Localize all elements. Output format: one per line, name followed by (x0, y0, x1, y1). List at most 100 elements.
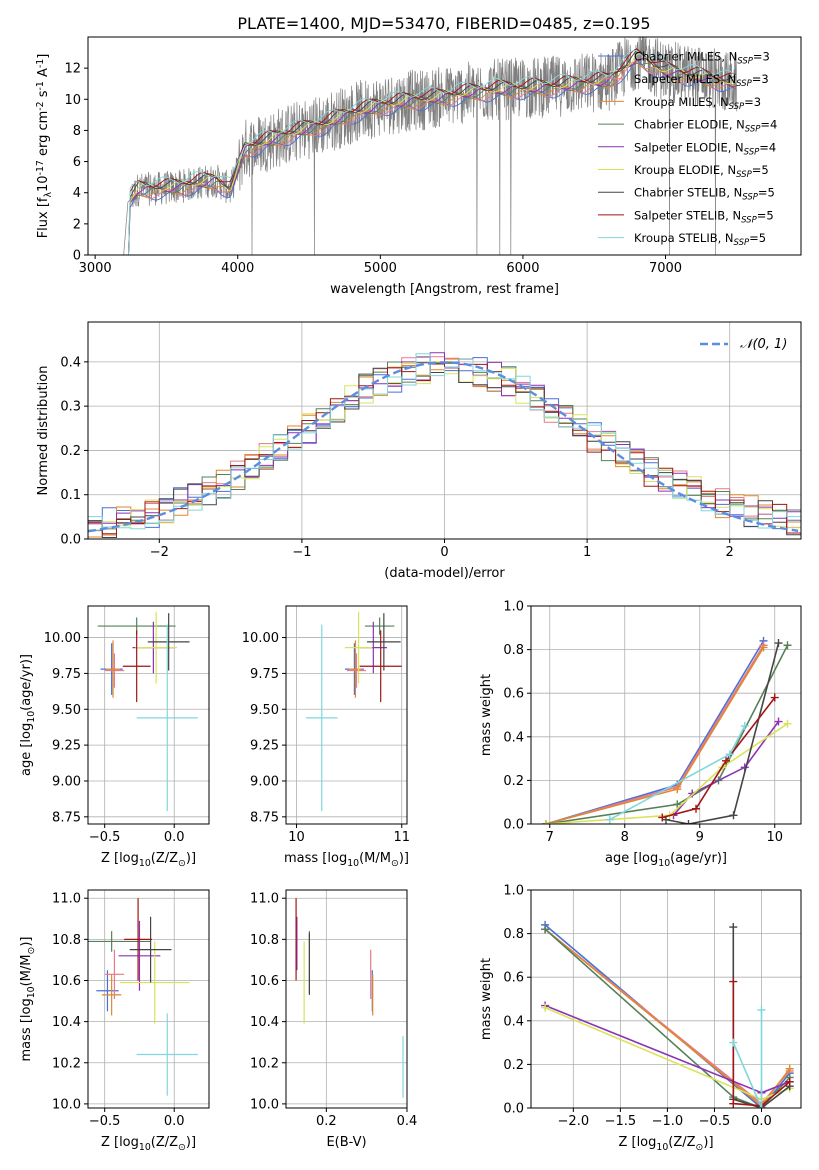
y-tick-label: 0.4 (60, 355, 81, 370)
normal-reference-curve (88, 361, 799, 533)
residual_hist-panel: −2 −1 0 1 2 0.0 0.1 0.2 0.3 0.4 (data-model)/error… (36, 321, 802, 581)
x-axis-label: mass [log10(M/M⊙)] (284, 851, 409, 869)
error-bar-point (359, 630, 402, 703)
weight-marker (770, 693, 779, 702)
x-axis-label: Z [log10(Z/Z⊙)] (618, 1135, 713, 1153)
age_vs_Z-panel: −0.5 0.0 8.75 9.00 9.25 9.50 9.75 10.00 Z [log10… (19, 605, 210, 869)
weight-line-3 (545, 646, 765, 824)
legend-label: Kroupa ELODIE, NSSP=5 (634, 163, 769, 180)
weight-marker (783, 641, 792, 650)
weight_vs_age-frame (530, 605, 802, 825)
model-spectrum-5 (125, 57, 737, 255)
x-axis-label: age [log10(age/yr)] (605, 851, 727, 869)
weight-marker (729, 977, 738, 986)
weight-marker (722, 756, 730, 765)
weight-marker (729, 1099, 738, 1108)
x-tick-label: 8 (621, 830, 629, 845)
y-tick-label: 10.4 (250, 1015, 279, 1030)
weight-marker (673, 800, 682, 809)
x-tick-label: 3000 (79, 261, 112, 276)
x-tick-label: 0.0 (751, 1114, 772, 1129)
weight-marker (658, 813, 667, 822)
weight-marker (729, 1038, 738, 1047)
error-bar-point (135, 611, 178, 684)
y-axis-label: mass weight (479, 958, 494, 1040)
legend-label: Chabrier MILES, NSSP=3 (634, 50, 770, 67)
weight-marker (541, 925, 550, 934)
y-tick-label: 10.00 (44, 631, 81, 646)
weight-line-2 (545, 644, 765, 824)
x-tick-label: 7 (546, 830, 554, 845)
weight-line-7 (665, 642, 780, 824)
error-bar-point (118, 920, 161, 991)
residual_hist-plot-area (88, 352, 801, 538)
legend-label: Salpeter MILES, NSSP=3 (634, 72, 769, 89)
weight-marker (783, 719, 792, 728)
y-tick-label: 10.2 (250, 1056, 279, 1071)
y-tick-label: 0.6 (503, 687, 524, 702)
error-bar-point (364, 617, 395, 635)
x-tick-label: −1 (292, 545, 311, 560)
weight-marker (729, 811, 738, 820)
histogram-legend: 𝒩(0, 1) (700, 337, 787, 352)
x-tick-label: −0.5 (699, 1114, 731, 1129)
legend-label: Chabrier STELIB, NSSP=5 (634, 186, 775, 203)
error-bar-point (367, 613, 401, 671)
y-tick-label: 0.2 (60, 444, 81, 459)
y-tick-label: 10.0 (52, 1097, 81, 1112)
observed-spectrum (123, 37, 738, 255)
x-tick-label: −1.5 (605, 1114, 637, 1129)
y-tick-label: 0.4 (503, 730, 524, 745)
legend-label: Kroupa STELIB, NSSP=5 (634, 231, 766, 248)
age_vs_Z-plot-area (97, 611, 198, 812)
x-axis-label: wavelength [Angstrom, rest frame] (330, 282, 559, 297)
y-tick-label: 0.3 (60, 400, 81, 415)
weight-marker (688, 789, 697, 798)
y-tick-label: 0 (73, 249, 81, 264)
y-tick-label: 9.50 (250, 703, 279, 718)
error-bar-point (305, 624, 338, 812)
y-tick-label: 10.6 (250, 974, 279, 989)
weight_vs_age-panel: 7 8 9 10 0.0 0.2 0.4 0.6 0.8 1.0 age [log10(age/yr… (479, 600, 802, 869)
mass_vs_ebv-panel: 0.2 0.4 10.0 10.2 10.4 10.6 10.8 11.0 E(B-V) (250, 889, 417, 1150)
y-axis-label: Flux [fλ10-17 erg cm-2 s-1 A-1] (35, 54, 54, 239)
figure-title: PLATE=1400, MJD=53470, FIBERID=0485, z=0… (237, 14, 650, 33)
error-bar-point (349, 640, 362, 698)
x-tick-label: −2.0 (558, 1114, 590, 1129)
weight-line-6 (545, 723, 788, 824)
weight-marker (740, 721, 749, 730)
y-axis-label: age [log10(age/yr)] (19, 654, 37, 776)
weight-marker (757, 1104, 766, 1108)
y-tick-label: 10 (64, 93, 81, 108)
weight-marker (725, 750, 734, 759)
x-tick-label: 5000 (364, 261, 397, 276)
y-tick-label: 10.00 (242, 631, 279, 646)
error-bar-point (104, 949, 125, 999)
x-tick-label: −0.5 (89, 1114, 121, 1129)
spectrum-panel: 3000 4000 5000 6000 7000 0 2 4 6 8 10 12 wavelength … (35, 36, 802, 297)
legend-label: Salpeter ELODIE, NSSP=4 (634, 140, 776, 157)
weight-marker (774, 717, 783, 726)
x-tick-label: −1.0 (652, 1114, 684, 1129)
x-tick-label: 0.0 (164, 830, 185, 845)
y-tick-label: 2 (73, 217, 81, 232)
mass_vs_Z-plot-area (88, 898, 198, 1096)
x-tick-label: 9 (696, 830, 704, 845)
weight-line-8 (662, 697, 776, 819)
y-tick-label: 0.2 (503, 774, 524, 789)
error-bar-point (101, 974, 122, 1016)
model-spectrum-7 (125, 49, 737, 255)
weight-marker (673, 785, 682, 794)
age_vs_Z-frame (87, 605, 210, 825)
age_vs_mass-plot-area (305, 611, 402, 812)
y-tick-label: 8.75 (250, 810, 279, 825)
x-tick-label: 0.0 (164, 1114, 185, 1129)
y-tick-label: 0.0 (503, 1102, 524, 1117)
y-tick-label: 0.8 (503, 927, 524, 942)
y-tick-label: 8.75 (52, 810, 81, 825)
error-bar-point (344, 611, 373, 684)
x-axis-label: (data-model)/error (384, 566, 505, 581)
spectrum-frame (87, 36, 802, 256)
error-bar-point (129, 916, 172, 983)
error-bar-point (347, 653, 366, 688)
